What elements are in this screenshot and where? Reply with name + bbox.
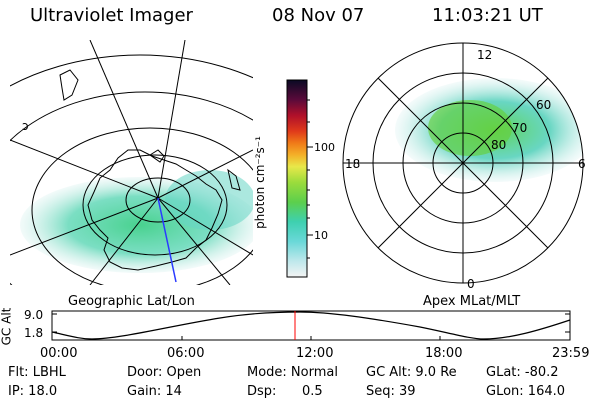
seq-status: Seq: 39 — [366, 384, 416, 399]
gc-alt-status: GC Alt: 9.0 Re — [366, 365, 457, 380]
mlat-label-60: 60 — [536, 98, 552, 112]
dsp-label: Dsp: — [247, 384, 277, 399]
time-tick-1800: 18:00 — [425, 346, 463, 361]
altitude-ylabel: GC Alt — [0, 307, 14, 346]
latitude-circles — [10, 54, 253, 285]
footprint-track — [157, 197, 177, 283]
colorbar-tick-100: 100 — [314, 141, 335, 154]
geographic-map — [10, 40, 253, 285]
dsp-value: 0.5 — [302, 384, 323, 399]
glon-status: GLon: 164.0 — [486, 384, 566, 399]
aurora-core-mag — [428, 100, 512, 156]
mlt-label-12: 12 — [477, 48, 493, 62]
time-tick-1200: 12:00 — [296, 346, 334, 361]
mlt-label-18: 18 — [345, 157, 361, 171]
mlat-label-70: 70 — [512, 121, 528, 135]
time-tick-0000: 00:00 — [40, 346, 78, 361]
time-label: 11:03:21 UT — [432, 5, 543, 26]
gain-status: Gain: 14 — [127, 384, 182, 399]
altitude-ytick-min: 1.8 — [24, 326, 44, 340]
date-label: 08 Nov 07 — [272, 5, 365, 26]
mlt-label-6: 6 — [578, 157, 586, 171]
ip-status: IP: 18.0 — [8, 384, 58, 399]
altitude-ytick-max: 9.0 — [24, 308, 44, 322]
instrument-title: Ultraviolet Imager — [30, 5, 193, 26]
colorbar-ticks — [307, 99, 313, 259]
time-tick-0600: 06:00 — [167, 346, 205, 361]
colorbar — [286, 79, 308, 278]
mag-panel-label: Apex MLat/MLT — [423, 294, 521, 309]
mode-status: Mode: Normal — [247, 365, 338, 380]
geo-panel-label: Geographic Lat/Lon — [68, 294, 195, 309]
geo-ring-label: ↄ — [22, 119, 29, 133]
altitude-axis-ticks — [52, 313, 570, 340]
filter-status: Flt: LBHL — [8, 365, 66, 380]
time-tick-2359: 23:59 — [552, 346, 590, 361]
mlt-lines — [343, 43, 583, 283]
antarctica-coastline — [87, 149, 223, 271]
mlt-label-0: 0 — [467, 277, 475, 291]
door-status: Door: Open — [127, 365, 202, 380]
longitude-lines — [10, 40, 253, 285]
magnetic-polar-plot — [342, 42, 584, 284]
glat-status: GLat: -80.2 — [486, 365, 559, 380]
colorbar-unit-label: photon cm⁻²s⁻¹ — [252, 136, 267, 229]
aurora-patch-geo — [165, 170, 253, 230]
mlat-label-80: 80 — [491, 138, 507, 152]
altitude-curve — [51, 311, 571, 340]
altitude-plot — [51, 310, 571, 341]
colorbar-tick-10: 10 — [314, 229, 328, 242]
coastline-islands — [59, 69, 241, 191]
